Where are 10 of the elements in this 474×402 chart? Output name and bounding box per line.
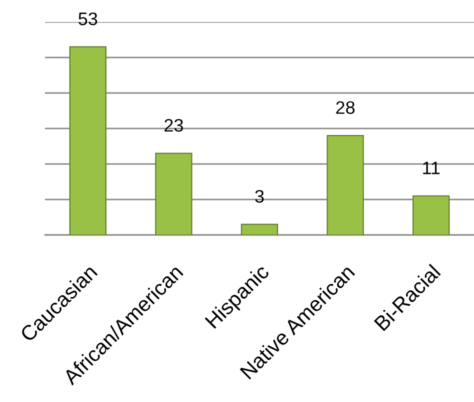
data-label: 23: [164, 118, 183, 132]
data-label: 11: [423, 162, 440, 174]
bar: [155, 152, 192, 235]
data-label: 28: [336, 101, 355, 114]
bar: [240, 224, 278, 235]
data-label: 53: [78, 12, 98, 26]
bar: [326, 135, 364, 235]
data-label: 3: [255, 190, 264, 203]
bar: [412, 195, 450, 235]
bar: [69, 46, 106, 235]
